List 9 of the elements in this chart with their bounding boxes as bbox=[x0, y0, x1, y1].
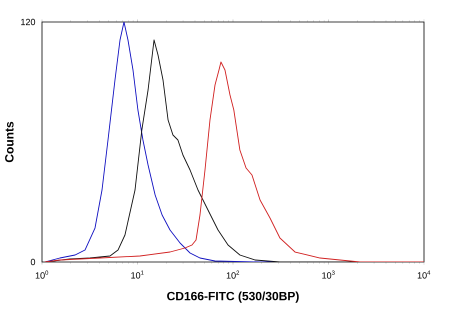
x-tick-label: 10$^{3}$ bbox=[322, 270, 335, 279]
x-tick-label: 10$^{1}$ bbox=[131, 270, 144, 279]
x-tick-label: 10$^{0}$ bbox=[36, 270, 48, 279]
x-axis-title: CD166-FITC (530/30BP) bbox=[167, 292, 299, 303]
y-tick-label: 120 bbox=[21, 18, 36, 26]
x-tick-label: 10$^{2}$ bbox=[226, 270, 240, 279]
y-axis-title: Counts bbox=[5, 122, 14, 162]
y-tick-label: 0 bbox=[30, 258, 36, 266]
x-tick-label: 10$^{4}$ bbox=[418, 270, 430, 279]
